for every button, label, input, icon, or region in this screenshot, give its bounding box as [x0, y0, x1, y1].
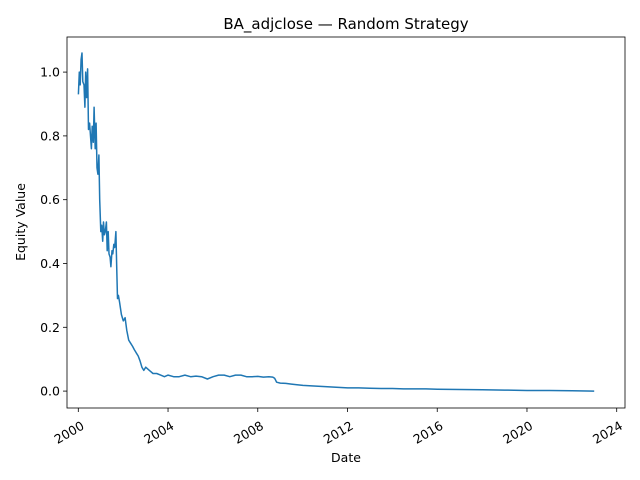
y-tick-label: 0.2	[40, 320, 60, 335]
y-tick-label: 0.0	[40, 384, 60, 399]
chart-title: BA_adjclose — Random Strategy	[223, 15, 468, 34]
y-tick-label: 0.4	[40, 256, 60, 271]
y-axis: 0.0 0.2 0.4 0.6 0.8 1.0	[40, 65, 67, 399]
plot-frame	[66, 36, 626, 409]
plot-area	[66, 36, 626, 409]
x-axis-label: Date	[331, 450, 361, 465]
y-tick-label: 0.8	[40, 128, 60, 143]
y-tick-label: 1.0	[40, 65, 60, 80]
y-tick-label: 0.6	[40, 192, 60, 207]
equity-line	[77, 52, 595, 392]
y-axis-label: Equity Value	[13, 183, 28, 261]
